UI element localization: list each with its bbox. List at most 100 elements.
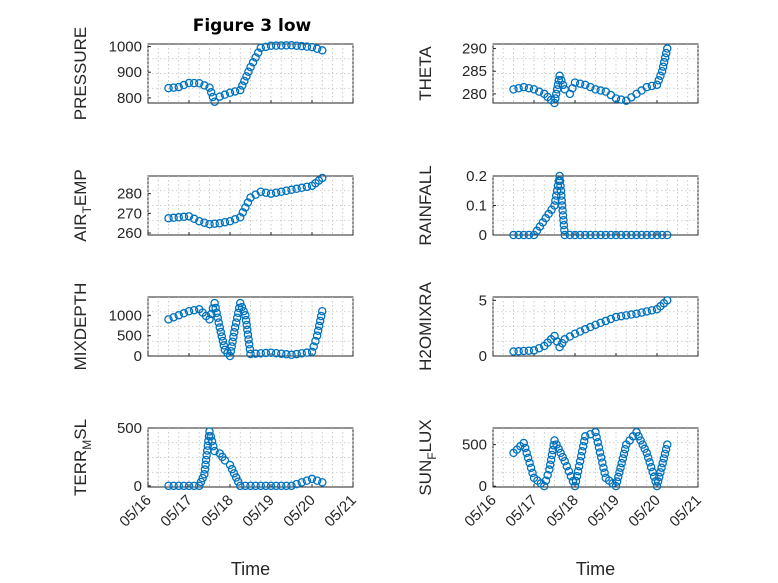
data-point: [242, 320, 251, 330]
data-point: [213, 313, 222, 323]
y-tick-label: 0: [134, 348, 142, 365]
data-point: [570, 230, 580, 240]
data-point: [261, 42, 271, 52]
data-point: [243, 325, 252, 335]
data-point: [586, 322, 595, 332]
data-point: [560, 456, 570, 466]
data-point: [596, 230, 605, 240]
data-point: [524, 230, 534, 240]
data-point: [529, 85, 539, 94]
data-point: [266, 189, 276, 198]
data-point: [198, 473, 207, 483]
data-point: [514, 84, 523, 93]
data-point: [663, 44, 672, 53]
subplot-h2omixra: 0 5 H2OMIXRA: [416, 281, 699, 371]
subplot-air-temp: 260 270 280 AIRTEMP: [71, 169, 354, 242]
data-point: [227, 342, 236, 351]
data-point: [212, 308, 221, 318]
data-point: [581, 325, 590, 334]
y-tick-label: 0: [479, 478, 487, 495]
data-point: [559, 220, 569, 230]
data-point: [562, 461, 572, 471]
data-point: [251, 349, 260, 358]
data-point: [230, 323, 240, 332]
data-point: [261, 188, 271, 197]
data-point: [540, 481, 549, 491]
data-point: [652, 80, 662, 90]
data-point: [232, 313, 242, 323]
data-point: [557, 201, 567, 210]
y-tick-label: 290: [462, 41, 487, 58]
data-point: [642, 307, 652, 316]
data-point: [271, 349, 281, 358]
x-tick-label: 05/18: [198, 492, 237, 531]
data-point: [550, 436, 559, 445]
data-point: [302, 476, 312, 485]
data-point: [593, 438, 603, 447]
data-point: [645, 458, 654, 467]
data-point: [652, 481, 662, 491]
data-point: [581, 80, 590, 90]
data-point: [636, 436, 645, 445]
data-point: [230, 328, 239, 337]
y-tick-label: 260: [117, 225, 142, 242]
data-point: [316, 311, 326, 321]
x-tick-label: 05/17: [157, 492, 196, 531]
y-axis-label: RAINFALL: [416, 165, 435, 245]
y-axis-label: PRESSURE: [71, 27, 90, 121]
data-point: [317, 173, 327, 183]
data-point: [292, 479, 301, 489]
data-point: [622, 311, 631, 320]
data-point: [570, 78, 580, 87]
data-point: [657, 463, 666, 472]
data-point: [552, 440, 561, 449]
data-point: [572, 471, 582, 481]
data-point: [271, 41, 281, 50]
data-point: [642, 448, 652, 458]
data-point: [509, 85, 518, 94]
data-point: [164, 83, 173, 93]
data-point: [205, 219, 214, 229]
data-point: [292, 349, 301, 359]
data-point: [211, 303, 220, 313]
y-tick-label: 500: [462, 437, 487, 454]
data-point: [251, 481, 260, 491]
data-point: [551, 89, 561, 99]
data-point: [663, 230, 672, 240]
data-point: [546, 455, 556, 465]
data-point: [658, 458, 667, 468]
data-point: [174, 82, 183, 92]
data-point: [292, 41, 301, 50]
data-point: [225, 351, 235, 361]
data-point: [655, 472, 664, 482]
data-point: [235, 213, 245, 222]
data-point: [220, 90, 230, 99]
data-point: [554, 76, 564, 85]
data-point: [564, 466, 574, 476]
subplot-theta: 280 285 290 THETA: [416, 41, 699, 108]
data-point: [241, 481, 250, 491]
data-point: [201, 455, 211, 465]
data-point: [558, 452, 567, 462]
data-point: [525, 458, 534, 468]
data-point: [226, 347, 236, 356]
x-tick-label: 05/17: [502, 492, 541, 531]
data-point: [658, 62, 668, 71]
data-point: [261, 348, 271, 358]
data-point: [618, 454, 628, 463]
data-point: [574, 461, 584, 471]
data-point: [600, 468, 609, 478]
data-point: [524, 84, 534, 93]
data-point: [632, 230, 641, 240]
data-point: [231, 473, 241, 482]
data-point: [547, 450, 557, 460]
data-point: [243, 330, 253, 339]
data-point: [238, 81, 247, 90]
data-point: [315, 316, 325, 326]
data-point: [611, 230, 621, 240]
data-point: [238, 208, 248, 217]
data-point: [551, 191, 561, 200]
data-point: [233, 477, 243, 486]
data-point: [179, 80, 189, 90]
data-point: [244, 67, 253, 76]
